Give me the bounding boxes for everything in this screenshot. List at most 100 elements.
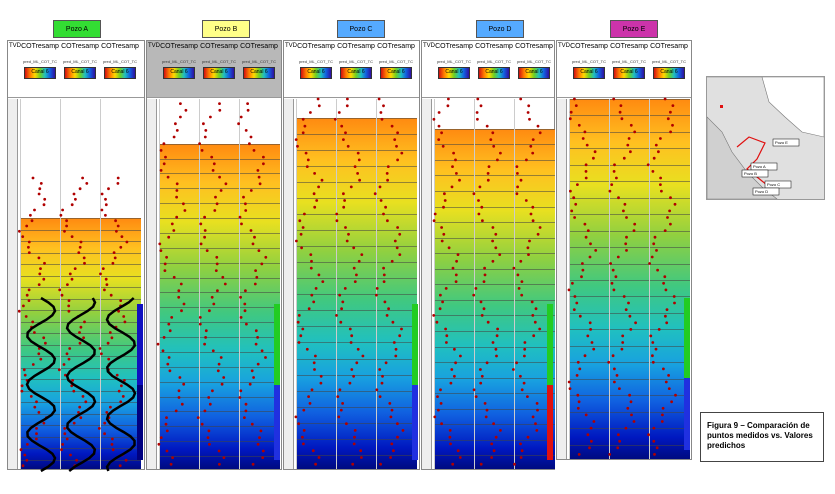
measured-point	[222, 376, 226, 379]
measured-point	[216, 369, 220, 373]
measured-point	[180, 402, 184, 406]
measured-point	[294, 415, 298, 419]
measured-point	[618, 387, 621, 390]
measured-point	[22, 368, 26, 372]
measured-point	[219, 189, 223, 192]
measured-point	[211, 349, 215, 353]
measured-point	[538, 327, 542, 331]
measured-point	[218, 102, 221, 105]
measured-point	[491, 259, 495, 263]
measured-point	[629, 400, 633, 404]
measured-point	[626, 406, 630, 410]
grid-line	[515, 362, 555, 364]
measured-point	[58, 288, 62, 292]
measured-point	[221, 275, 225, 279]
measured-point	[38, 187, 42, 191]
measured-point	[333, 117, 337, 121]
grid-line	[61, 252, 101, 254]
measured-point	[626, 143, 630, 147]
grid-line	[297, 262, 337, 264]
track-title: COTresamp	[160, 43, 198, 50]
measured-point	[70, 203, 74, 207]
measured-point	[590, 341, 594, 344]
grid-line	[101, 436, 141, 438]
measured-point	[70, 277, 74, 281]
measured-point	[177, 389, 181, 393]
track-color-fill	[570, 99, 610, 459]
grid-line	[435, 206, 475, 208]
measured-point	[301, 117, 305, 121]
measured-point	[297, 422, 301, 426]
track-pred-label: pred_ML_COT_TC	[102, 59, 137, 64]
grid-line	[570, 247, 610, 249]
measured-point	[396, 435, 399, 439]
measured-point	[117, 389, 121, 393]
measured-point	[526, 395, 529, 398]
measured-point	[72, 389, 76, 393]
track-color-fill	[610, 99, 650, 459]
measured-point	[83, 320, 86, 324]
grid-line	[570, 181, 610, 183]
measured-point	[520, 293, 524, 297]
grid-line	[101, 333, 141, 335]
measured-point	[162, 336, 166, 339]
measured-point	[82, 336, 85, 340]
measured-point	[515, 165, 519, 168]
measured-point	[390, 442, 394, 446]
measured-point	[578, 367, 582, 371]
ramp-label: Canal 6	[347, 69, 365, 75]
measured-point	[25, 458, 29, 462]
depth-track	[147, 99, 157, 469]
measured-point	[159, 149, 163, 152]
measured-point	[202, 122, 205, 126]
measured-point	[67, 309, 71, 313]
measured-point	[337, 111, 341, 114]
track-pred-label: pred_ML_COT_TC	[571, 59, 606, 64]
measured-point	[125, 240, 129, 244]
measured-point	[115, 229, 118, 233]
measured-point	[393, 239, 397, 243]
grid-line	[377, 374, 417, 376]
measured-point	[353, 429, 357, 432]
measured-point	[576, 183, 579, 186]
measured-point	[663, 275, 667, 279]
measured-point	[615, 176, 618, 180]
measured-point	[481, 219, 484, 223]
measured-point	[479, 300, 483, 304]
measured-point	[439, 388, 442, 392]
measured-point	[666, 216, 669, 219]
measured-point	[454, 361, 457, 365]
measured-point	[177, 289, 181, 293]
measured-point	[314, 462, 317, 466]
grid-line	[515, 346, 555, 348]
measured-point	[456, 253, 460, 256]
grid-line	[160, 411, 200, 413]
measured-point	[37, 192, 41, 196]
measured-point	[495, 334, 499, 338]
grid-line	[160, 218, 200, 220]
grid-line	[435, 284, 475, 286]
ramp-label: Canal 6	[580, 69, 598, 75]
grid-line	[515, 408, 555, 410]
measured-point	[243, 416, 246, 419]
measured-point	[520, 388, 524, 392]
map-label-box-b	[741, 169, 769, 178]
measured-point	[31, 320, 35, 324]
measured-point	[113, 256, 117, 260]
grid-line	[570, 164, 610, 166]
measured-point	[165, 416, 168, 419]
measured-point	[108, 331, 112, 334]
measured-point	[30, 219, 34, 223]
grid-line	[435, 144, 475, 146]
measured-point	[664, 288, 668, 292]
measured-point	[478, 185, 482, 189]
grid-line	[297, 454, 337, 456]
measured-point	[622, 295, 626, 298]
measured-point	[479, 104, 483, 108]
measured-point	[118, 464, 122, 468]
measured-point	[22, 304, 25, 308]
grid-line	[475, 315, 515, 317]
grid-line	[240, 307, 280, 309]
log-track	[97, 99, 141, 472]
measured-point	[42, 203, 46, 207]
